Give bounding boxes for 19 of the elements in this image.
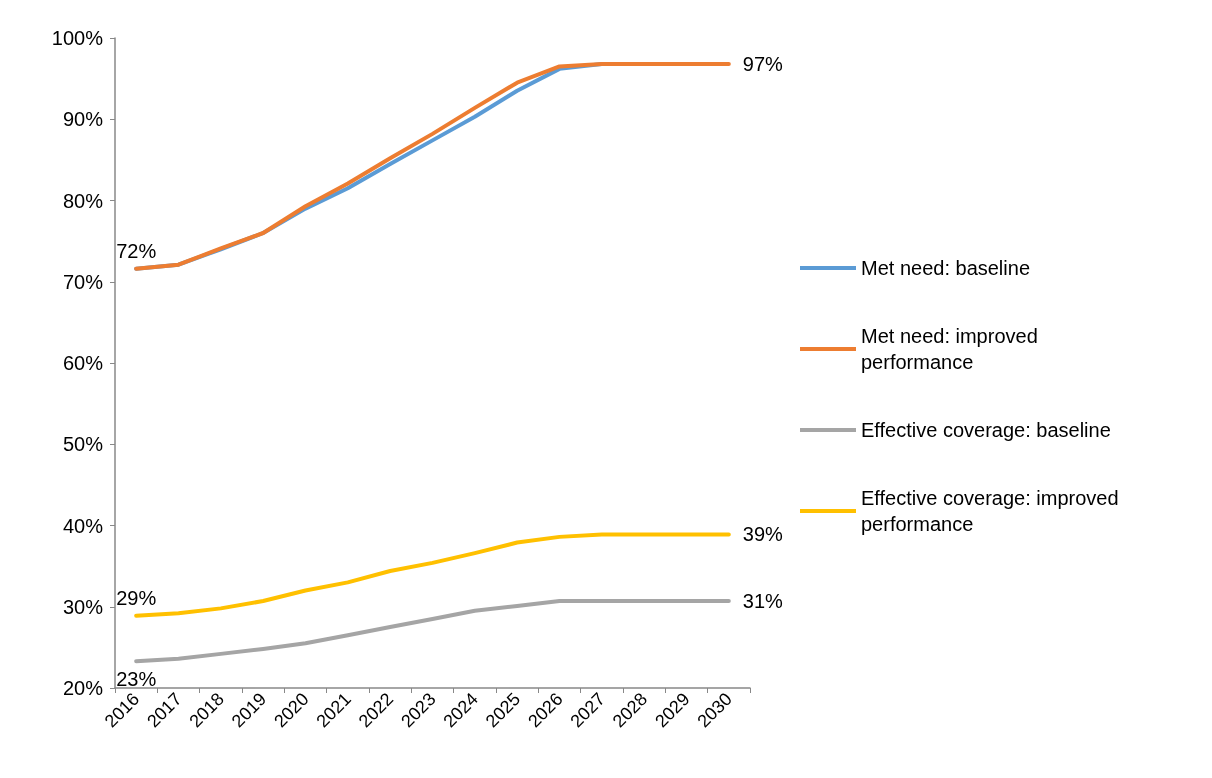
y-tick-label: 40% <box>62 514 104 537</box>
y-tick-label: 100% <box>51 27 104 49</box>
y-tick-label: 80% <box>62 189 104 212</box>
data-label: 31% <box>742 590 784 613</box>
y-tick-label: 90% <box>62 108 104 131</box>
legend-label: Effective coverage: baseline <box>861 419 1111 441</box>
data-label: 23% <box>116 668 157 691</box>
y-tick-label: 30% <box>62 595 104 618</box>
data-label: 72% <box>116 239 157 262</box>
legend-label: Effective coverage: improved performance <box>861 487 1125 535</box>
legend-label: Met need: improved performance <box>861 325 1044 373</box>
y-tick-label: 20% <box>62 677 104 699</box>
y-tick-label: 50% <box>62 433 104 456</box>
data-label: 29% <box>116 586 157 609</box>
y-tick-label: 70% <box>62 270 104 293</box>
data-label: 97% <box>742 53 784 75</box>
legend-label: Met need: baseline <box>861 257 1031 279</box>
data-label: 39% <box>742 523 784 546</box>
y-tick-label: 60% <box>62 352 104 374</box>
